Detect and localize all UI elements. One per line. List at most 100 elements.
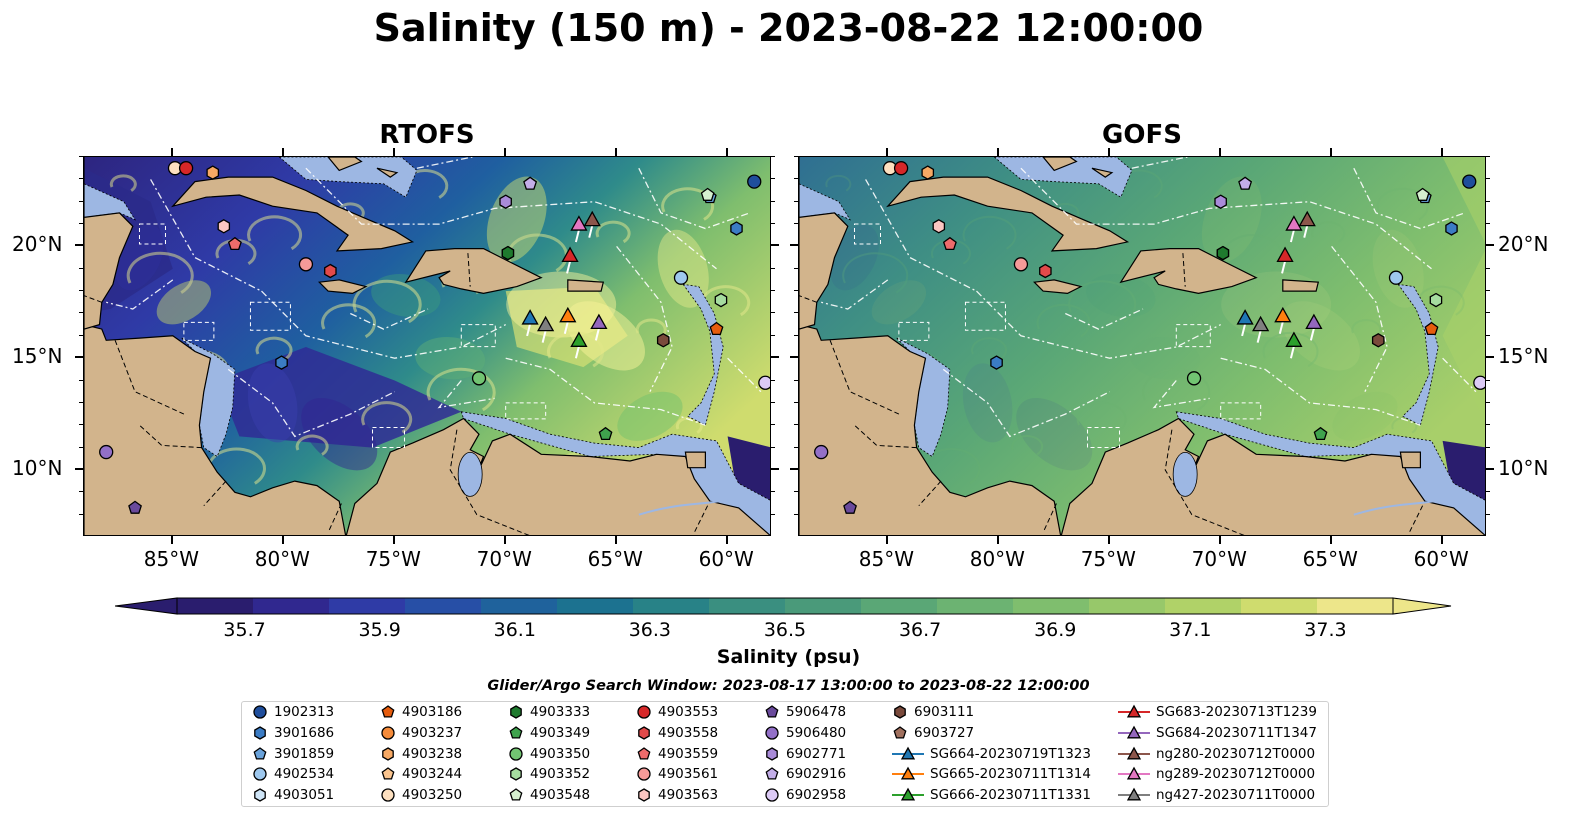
lon-tick (885, 536, 888, 544)
legend-label: SG666-20230711T1331 (930, 787, 1091, 804)
legend-label: 4902534 (274, 766, 335, 783)
float-6902958 (1473, 375, 1485, 390)
legend-item: 4903352 (508, 766, 590, 782)
float-3901686 (730, 221, 743, 236)
salinity-colorbar (115, 597, 1452, 615)
legend-circle-marker (637, 705, 651, 719)
glider-track-ng427 (1256, 330, 1262, 343)
glider-SG684 (590, 313, 608, 330)
float-4903350 (1186, 371, 1202, 386)
float-4903553 (893, 161, 909, 176)
eez-boundaries (106, 157, 762, 438)
lat-minor-tick (1486, 178, 1490, 180)
lat-minor-tick (1486, 513, 1490, 515)
float-4902534 (673, 270, 689, 285)
lon-tick (725, 148, 728, 156)
lon-tick (1107, 148, 1110, 156)
legend-item: SG666-20230711T1331 (892, 787, 1091, 803)
lon-tick-label: 70°W (476, 547, 532, 571)
land-jamaica (318, 279, 368, 295)
legend-circle-marker (381, 788, 395, 802)
legend-item: 4903250 (380, 787, 462, 803)
legend-item: SG665-20230711T1314 (892, 766, 1091, 782)
lat-minor-tick (794, 200, 798, 202)
lat-minor-tick (771, 223, 775, 225)
legend-label: 5906480 (786, 724, 847, 741)
legend-label: 4903548 (530, 787, 591, 804)
lat-minor-tick (794, 223, 798, 225)
legend-circle-marker (253, 705, 267, 719)
eez-boundaries (821, 157, 1477, 438)
legend-label: 4903186 (402, 704, 463, 720)
lat-minor-tick (771, 312, 775, 314)
float-4903561 (1013, 257, 1029, 272)
lon-tick (503, 536, 506, 544)
lat-tick (771, 356, 779, 359)
land-trinidad (684, 451, 707, 469)
lat-minor-tick (794, 379, 798, 381)
legend-item: 4903238 (380, 746, 462, 762)
land-hispaniola (1119, 247, 1258, 295)
colorbar-segment (937, 598, 1014, 614)
colorbar-segment (709, 598, 786, 614)
legend-hexagon-marker (510, 705, 522, 719)
lat-tick-label: 10°N (1498, 455, 1549, 480)
lon-tick-label: 70°W (1191, 547, 1247, 571)
legend-item: 6903727 (892, 725, 974, 741)
legend-item: 4903051 (252, 787, 334, 803)
country-borders (84, 253, 709, 535)
colorbar-segment (481, 598, 558, 614)
panel-title-gofs: GOFS (1102, 120, 1182, 150)
lat-minor-tick (794, 178, 798, 180)
lat-minor-tick (771, 424, 775, 426)
float-4903238 (206, 165, 220, 180)
lon-tick (614, 148, 617, 156)
lon-tick (170, 148, 173, 156)
legend-hexagon-marker (894, 705, 906, 719)
lat-minor-tick (771, 178, 775, 180)
lat-minor-tick (794, 290, 798, 292)
colorbar-tick-label: 36.9 (1034, 619, 1077, 641)
float-3901686 (1445, 221, 1458, 236)
glider-track-ng280 (1303, 225, 1309, 238)
glider-SG664 (521, 309, 539, 325)
legend-item: 4903333 (508, 704, 590, 720)
lat-tick (771, 467, 779, 470)
float-4903333 (1216, 245, 1230, 261)
colorbar-tick-label: 36.5 (763, 619, 807, 641)
legend-label: 4903051 (274, 787, 335, 804)
lat-minor-tick (771, 200, 775, 202)
glider-track-SG666 (574, 346, 580, 359)
glider-SG683 (1276, 246, 1294, 263)
glider-track-SG665 (563, 321, 569, 334)
legend-label: ng289-20230712T0000 (1156, 766, 1316, 783)
glider-track-ng427 (541, 330, 547, 343)
lon-tick-label: 75°W (365, 547, 421, 571)
lat-minor-tick (771, 267, 775, 269)
lat-minor-tick (1486, 334, 1490, 336)
legend-label: ng427-20230711T0000 (1156, 787, 1316, 804)
legend-label: 5906478 (786, 704, 847, 720)
land-bahamas-a (1042, 157, 1078, 172)
glider-ng289 (570, 215, 588, 231)
lake-maracaibo (457, 452, 483, 497)
float-4903559 (227, 236, 242, 251)
float-3901686b (990, 355, 1003, 370)
lat-tick (790, 467, 798, 470)
legend: 1902313 3901686 3901859 4902534 4903051 49031… (241, 701, 1329, 807)
legend-label: 6903727 (914, 724, 975, 741)
lat-minor-tick (771, 156, 775, 157)
float-4903559 (942, 236, 957, 251)
lat-minor-tick (1486, 223, 1490, 225)
legend-pentagon-marker (509, 788, 523, 801)
lon-tick (1440, 536, 1443, 544)
lat-minor-tick (794, 334, 798, 336)
float-4903352 (1429, 292, 1443, 308)
glider-SG664 (1236, 309, 1254, 325)
legend-item: 4903558 (636, 725, 718, 741)
float-4903563 (932, 219, 946, 234)
glider-SG665 (559, 306, 577, 323)
gliders (1236, 210, 1323, 359)
legend-triangle-marker (892, 787, 924, 801)
float-6902771 (499, 194, 512, 209)
